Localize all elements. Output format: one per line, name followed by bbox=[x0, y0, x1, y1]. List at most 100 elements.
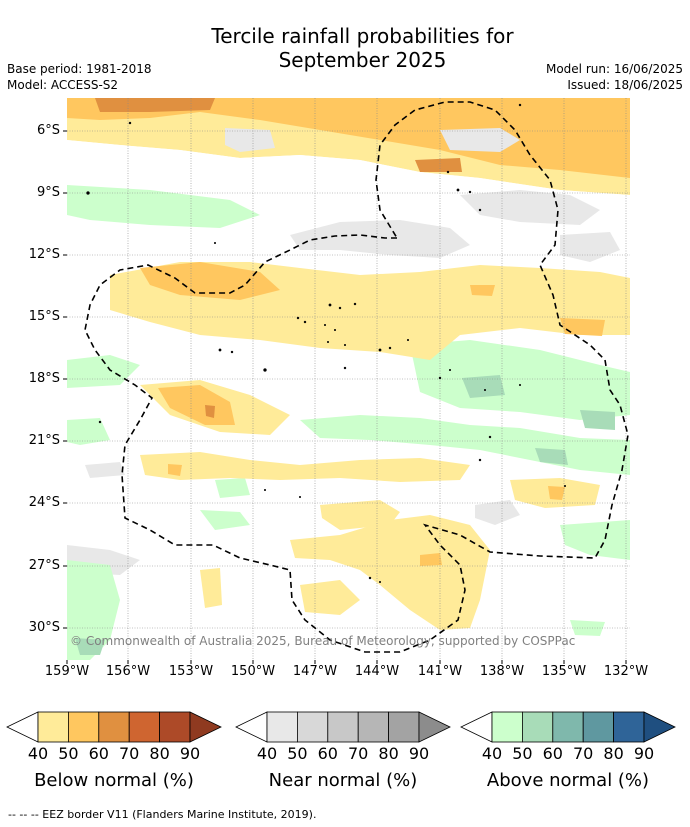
lat-label: 12°S bbox=[28, 247, 60, 262]
above-normal-region bbox=[67, 355, 140, 388]
above-normal-region bbox=[215, 478, 250, 498]
above-normal-region bbox=[67, 185, 260, 228]
colorbar-extend-high bbox=[189, 711, 222, 743]
colorbar-segment bbox=[582, 711, 615, 743]
colorbar-extend-low bbox=[6, 711, 39, 743]
colorbar-tick-label: 40 bbox=[256, 744, 278, 763]
above-normal-region bbox=[410, 340, 630, 420]
colorbar-extend-low bbox=[235, 711, 268, 743]
near-normal-region bbox=[560, 232, 620, 262]
below-normal-region bbox=[158, 385, 235, 425]
colorbar-tick-label: 80 bbox=[603, 744, 624, 763]
below-normal-region bbox=[200, 568, 222, 608]
lon-label: 144°W bbox=[354, 664, 400, 679]
colorbar-tick-label: 70 bbox=[573, 744, 594, 763]
colorbar-tick-label: 60 bbox=[88, 744, 109, 763]
near-normal-region bbox=[85, 462, 125, 478]
eez-border bbox=[84, 101, 629, 653]
lat-label: 30°S bbox=[28, 620, 60, 635]
colorbar-tick-label: 50 bbox=[512, 744, 533, 763]
colorbar-segment bbox=[357, 711, 390, 743]
issued-label: Issued: 18/06/2025 bbox=[567, 78, 683, 92]
lon-label: 132°W bbox=[603, 664, 649, 679]
colorbar-extend-high bbox=[643, 711, 676, 743]
rainfall-probability-map bbox=[63, 98, 630, 664]
lon-label: 150°W bbox=[230, 664, 276, 679]
colorbar-segment bbox=[613, 711, 645, 743]
near-normal-region bbox=[225, 128, 275, 152]
above-normal-region bbox=[67, 560, 120, 660]
colorbar-tick-label: 80 bbox=[149, 744, 170, 763]
gridlines bbox=[67, 98, 630, 660]
lon-label: 156°W bbox=[105, 664, 151, 679]
near-normal-region bbox=[460, 190, 600, 225]
colorbar-tick-label: 70 bbox=[119, 744, 140, 763]
colorbar-segment bbox=[98, 711, 130, 743]
above-normal-region bbox=[462, 375, 505, 398]
islands bbox=[86, 103, 567, 584]
colorbar-extend-high bbox=[418, 711, 451, 743]
lon-label: 159°W bbox=[44, 664, 90, 679]
probability-field bbox=[67, 98, 630, 660]
near-normal-region bbox=[475, 500, 520, 525]
below-normal-region bbox=[205, 405, 215, 418]
colorbar-segment bbox=[37, 711, 69, 743]
below-normal-region bbox=[140, 452, 470, 482]
colorbar-segment bbox=[159, 711, 191, 743]
lon-label: 147°W bbox=[292, 664, 338, 679]
below-normal-region bbox=[470, 285, 495, 296]
model-run-label: Model run: 16/06/2025 bbox=[545, 62, 683, 76]
below-normal-region bbox=[168, 464, 182, 476]
above-normal-region bbox=[560, 520, 630, 560]
below-normal-region bbox=[560, 318, 605, 336]
colorbar-title: Below normal (%) bbox=[34, 770, 194, 791]
lat-label: 24°S bbox=[28, 495, 60, 510]
colorbar-segment bbox=[128, 711, 160, 743]
near-normal-region bbox=[440, 128, 520, 152]
below-normal-region bbox=[415, 158, 462, 172]
below-normal-region bbox=[420, 553, 442, 566]
colorbar-tick-label: 90 bbox=[633, 744, 655, 763]
eez-footnote: -- -- -- EEZ border V11 (Flanders Marine… bbox=[8, 808, 317, 821]
near-normal-region bbox=[290, 220, 470, 258]
lon-label: 153°W bbox=[168, 664, 214, 679]
lat-label: 15°S bbox=[28, 309, 60, 324]
colorbar-tick-label: 50 bbox=[287, 744, 308, 763]
colorbar-segment bbox=[327, 711, 359, 743]
lon-label: 141°W bbox=[417, 664, 463, 679]
below-normal-region bbox=[67, 98, 630, 178]
below-normal-region bbox=[320, 500, 400, 530]
above-normal-region bbox=[67, 418, 110, 445]
lat-label: 6°S bbox=[36, 123, 60, 138]
map-title-line1: Tercile rainfall probabilities for bbox=[211, 24, 514, 48]
colorbar-segment bbox=[296, 711, 329, 743]
model-label: Model: ACCESS-S2 bbox=[7, 78, 119, 92]
above-normal-region bbox=[580, 410, 615, 430]
copyright-notice: © Commonwealth of Australia 2025, Bureau… bbox=[70, 634, 576, 648]
colorbar-legend bbox=[6, 711, 676, 743]
axis-ticks bbox=[63, 130, 627, 664]
base-period-label: Base period: 1981-2018 bbox=[7, 62, 152, 76]
colorbar-segment bbox=[68, 711, 100, 743]
colorbar-title: Near normal (%) bbox=[268, 770, 418, 791]
colorbar-tick-label: 80 bbox=[378, 744, 399, 763]
colorbar-tick-label: 70 bbox=[348, 744, 369, 763]
colorbar-title: Above normal (%) bbox=[486, 770, 650, 791]
colorbar-tick-label: 60 bbox=[317, 744, 338, 763]
colorbar-tick-label: 90 bbox=[408, 744, 430, 763]
below-normal-region bbox=[95, 98, 215, 112]
colorbar-segment bbox=[491, 711, 523, 743]
lat-label: 21°S bbox=[28, 433, 60, 448]
below-normal-region bbox=[548, 486, 565, 500]
colorbar-tick-label: 40 bbox=[481, 744, 503, 763]
colorbar-segment bbox=[388, 711, 420, 743]
above-normal-region bbox=[200, 510, 250, 530]
colorbar-tick-label: 40 bbox=[27, 744, 49, 763]
below-normal-region bbox=[140, 262, 280, 300]
lat-label: 18°S bbox=[28, 371, 60, 386]
colorbar-tick-label: 90 bbox=[179, 744, 201, 763]
above-normal-region bbox=[535, 448, 568, 465]
lat-label: 27°S bbox=[28, 558, 60, 573]
lat-label: 9°S bbox=[36, 185, 60, 200]
colorbar-tick-label: 50 bbox=[58, 744, 79, 763]
